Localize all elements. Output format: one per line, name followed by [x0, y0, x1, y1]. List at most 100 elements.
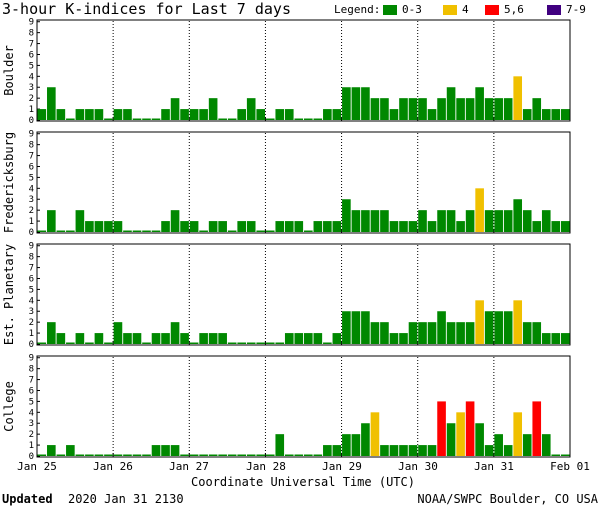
- k-index-bar-zero: [265, 118, 275, 120]
- k-index-bar-zero: [265, 230, 275, 232]
- legend-label: Legend:: [334, 3, 380, 16]
- k-index-bar: [180, 221, 189, 232]
- y-tick-label: 5: [29, 397, 34, 407]
- k-index-bar-zero: [275, 342, 285, 344]
- k-index-bar: [494, 434, 503, 456]
- k-index-bar-zero: [142, 118, 151, 120]
- k-index-bar: [380, 322, 389, 344]
- k-index-bar: [199, 333, 208, 344]
- k-index-bar: [342, 434, 351, 456]
- bars: [37, 300, 570, 344]
- k-index-bar: [437, 401, 446, 456]
- k-index-bar: [351, 434, 361, 456]
- k-index-bar: [541, 333, 551, 344]
- y-tick-label: 6: [29, 162, 34, 172]
- k-index-bar: [560, 109, 570, 120]
- y-tick-label: 6: [29, 386, 34, 396]
- y-tick-label: 9: [29, 18, 34, 28]
- k-index-bar: [456, 322, 465, 344]
- y-tick-label: 0: [29, 228, 34, 238]
- k-index-bar: [56, 109, 66, 120]
- k-index-bar: [465, 210, 475, 232]
- k-index-bar-zero: [37, 230, 47, 232]
- k-index-bar: [342, 87, 351, 120]
- k-index-bar: [75, 109, 85, 120]
- k-index-bar: [532, 401, 542, 456]
- k-index-bar-zero: [37, 454, 47, 456]
- k-index-bar: [256, 109, 266, 120]
- y-tick-label: 8: [29, 253, 34, 263]
- k-index-bar: [151, 333, 161, 344]
- y-tick-label: 2: [29, 430, 34, 440]
- k-index-bar: [513, 412, 523, 456]
- legend-item-label: 4: [462, 3, 469, 16]
- panel-frame: [36, 131, 571, 234]
- k-index-bar: [170, 322, 180, 344]
- k-index-bar-zero: [313, 118, 323, 120]
- k-index-bar-zero: [123, 230, 132, 232]
- y-tick-label: 3: [29, 307, 34, 317]
- y-tick-label: 3: [29, 83, 34, 93]
- k-index-bar: [399, 445, 408, 456]
- k-index-bar: [513, 76, 523, 120]
- k-index-bar: [132, 333, 142, 344]
- k-index-bar-zero: [237, 342, 246, 344]
- k-index-bar: [456, 98, 465, 120]
- k-index-bar: [389, 109, 399, 120]
- k-index-bar: [446, 87, 456, 120]
- k-index-bar: [342, 311, 351, 344]
- k-index-bar-zero: [151, 118, 161, 120]
- k-index-bar-zero: [85, 454, 94, 456]
- k-index-bar: [437, 98, 446, 120]
- grid-lines: [36, 245, 571, 345]
- k-index-bar-zero: [256, 454, 266, 456]
- updated-label: Updated: [2, 492, 53, 506]
- k-index-bar: [361, 210, 370, 232]
- k-index-bar-zero: [256, 342, 266, 344]
- k-index-bar: [332, 221, 342, 232]
- k-index-bar: [351, 311, 361, 344]
- k-index-bar-zero: [199, 454, 208, 456]
- x-tick-label: Jan 31: [474, 460, 514, 473]
- k-index-bar: [284, 109, 294, 120]
- k-index-bar: [294, 221, 304, 232]
- x-tick-label: Jan 26: [93, 460, 133, 473]
- station-label: Est. Planetary: [2, 244, 16, 345]
- y-tick-label: 1: [29, 441, 34, 451]
- k-index-bar: [418, 322, 427, 344]
- k-index-bar-zero: [256, 230, 266, 232]
- y-tick-label: 2: [29, 206, 34, 216]
- legend: Legend: 0-3 4 5,6 7-9: [334, 3, 586, 16]
- k-index-bar: [532, 221, 542, 232]
- k-index-bar-zero: [104, 342, 113, 344]
- y-tick-label: 4: [29, 72, 34, 82]
- k-index-bar: [522, 210, 532, 232]
- k-index-bar: [370, 412, 380, 456]
- y-tick-label: 5: [29, 285, 34, 295]
- k-index-bar: [370, 210, 380, 232]
- k-index-bar: [37, 109, 47, 120]
- k-index-bar-zero: [199, 230, 208, 232]
- k-index-bar: [208, 221, 218, 232]
- k-index-bar: [475, 423, 484, 456]
- k-index-bar-zero: [85, 342, 94, 344]
- k-index-bar: [332, 333, 342, 344]
- k-index-bar: [123, 333, 132, 344]
- k-index-bar: [161, 221, 170, 232]
- k-index-bar: [170, 445, 180, 456]
- k-index-bar: [560, 221, 570, 232]
- k-index-bar: [465, 322, 475, 344]
- k-index-bar: [399, 333, 408, 344]
- footer: Updated 2020 Jan 31 2130 NOAA/SWPC Bould…: [2, 492, 599, 506]
- y-tick-label: 0: [29, 340, 34, 350]
- k-index-bar: [427, 445, 437, 456]
- k-index-bar-zero: [151, 230, 161, 232]
- station-label: Fredericksburg: [2, 132, 16, 233]
- k-index-bar: [304, 333, 313, 344]
- k-index-bar: [408, 98, 418, 120]
- k-index-bar: [475, 188, 484, 232]
- k-index-bar: [332, 445, 342, 456]
- k-index-bar: [370, 98, 380, 120]
- y-tick-label: 7: [29, 40, 34, 50]
